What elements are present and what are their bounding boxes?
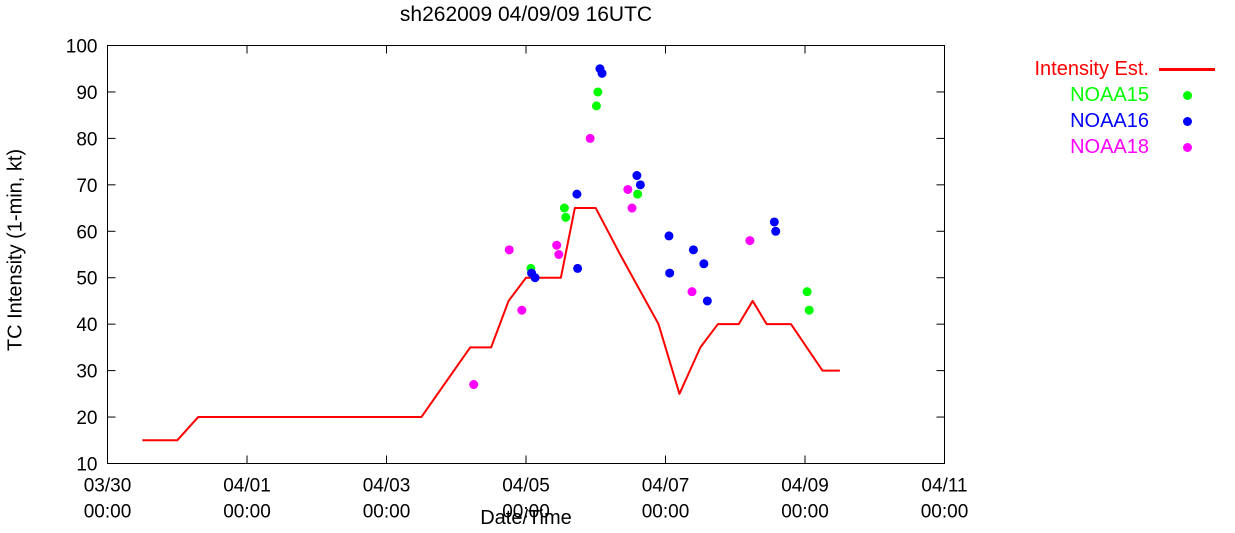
red-line-icon (1159, 67, 1215, 71)
legend-label-noaa15: NOAA15 (1070, 83, 1149, 106)
y-tick-label: 60 (76, 222, 97, 243)
data-point (573, 263, 583, 273)
data-point (623, 184, 633, 194)
x-tick-label: 04/01 (223, 476, 271, 497)
y-tick-label: 50 (76, 269, 97, 290)
x-axis-label: Date/Time (480, 507, 572, 529)
y-tick-label: 70 (76, 176, 97, 197)
x-tick-label: 04/05 (502, 476, 550, 497)
x-tick-label: 03/30 (84, 476, 132, 497)
data-point (745, 236, 755, 246)
data-point (593, 87, 603, 97)
data-point (554, 250, 564, 259)
x-tick-sublabel: 00:00 (921, 502, 969, 523)
data-point (517, 305, 527, 315)
legend-dot-sample-noaa18 (1159, 141, 1215, 153)
data-point (469, 380, 479, 390)
data-point (664, 231, 674, 241)
data-point (687, 287, 697, 297)
data-point (597, 68, 607, 78)
data-point (632, 171, 642, 181)
y-axis: 10 20 30 40 50 60 70 80 90 100 (66, 37, 945, 476)
y-tick-label: 20 (76, 408, 97, 429)
data-point (699, 259, 709, 269)
data-point (702, 296, 712, 306)
series-noaa16 (527, 64, 781, 306)
data-point (804, 305, 814, 315)
y-tick-label: 40 (76, 315, 97, 336)
y-tick-label: 100 (66, 37, 98, 58)
y-tick-label: 30 (76, 362, 97, 383)
legend-label-noaa16: NOAA16 (1070, 109, 1149, 132)
x-tick-sublabel: 00:00 (642, 502, 690, 523)
series-noaa18 (469, 133, 755, 390)
x-tick-sublabel: 00:00 (502, 502, 550, 523)
series-noaa15 (526, 87, 814, 315)
data-point (633, 189, 643, 199)
x-tick-sublabel: 00:00 (223, 502, 271, 523)
data-point (585, 133, 595, 143)
green-dot-icon (1182, 90, 1192, 100)
data-point (769, 217, 779, 227)
data-point (635, 180, 645, 190)
legend-entry-intensity-est: Intensity Est. (1034, 56, 1215, 82)
blue-dot-icon (1182, 116, 1192, 126)
plot-border (107, 45, 945, 464)
chart-title: sh262009 04/09/09 16UTC (399, 3, 653, 26)
y-tick-label: 10 (76, 455, 97, 476)
data-point (561, 212, 571, 222)
data-point (559, 203, 569, 213)
y-tick-label: 80 (76, 129, 97, 150)
legend-entry-noaa16: NOAA16 (1035, 108, 1216, 134)
legend-entry-noaa15: NOAA15 (1035, 82, 1216, 108)
data-point (665, 268, 675, 278)
legend-line-sample (1159, 63, 1215, 75)
data-point (802, 287, 812, 297)
data-point (591, 101, 601, 111)
data-point (552, 240, 562, 250)
legend-dot-sample-noaa16 (1159, 115, 1215, 127)
legend: Intensity Est. NOAA15 NOAA16 NOAA18 (1034, 56, 1216, 160)
legend-label-noaa18: NOAA18 (1070, 135, 1149, 158)
x-tick-label: 04/03 (363, 476, 411, 497)
data-point (572, 189, 582, 199)
x-tick-label: 04/09 (781, 476, 829, 497)
legend-dot-sample-noaa15 (1159, 89, 1215, 101)
magenta-dot-icon (1182, 142, 1192, 152)
y-tick-label: 90 (76, 83, 97, 104)
x-axis: 03/30 00:00 04/01 00:00 04/03 00:00 04/05 00:00… (84, 45, 969, 523)
x-tick-sublabel: 00:00 (781, 502, 829, 523)
x-tick-label: 04/11 (921, 476, 967, 497)
series-intensity-est- (142, 207, 840, 442)
data-point (530, 273, 540, 283)
data-point (504, 245, 514, 255)
legend-label-intensity-est: Intensity Est. (1034, 57, 1150, 80)
data-point (771, 226, 781, 236)
data-point (627, 203, 637, 213)
legend-entry-noaa18: NOAA18 (1035, 134, 1216, 160)
data-point (688, 245, 698, 255)
x-tick-sublabel: 00:00 (84, 502, 132, 523)
x-tick-label: 04/07 (642, 476, 690, 497)
x-tick-sublabel: 00:00 (363, 502, 411, 523)
